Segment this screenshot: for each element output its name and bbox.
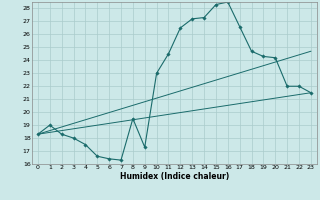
X-axis label: Humidex (Indice chaleur): Humidex (Indice chaleur)	[120, 172, 229, 181]
